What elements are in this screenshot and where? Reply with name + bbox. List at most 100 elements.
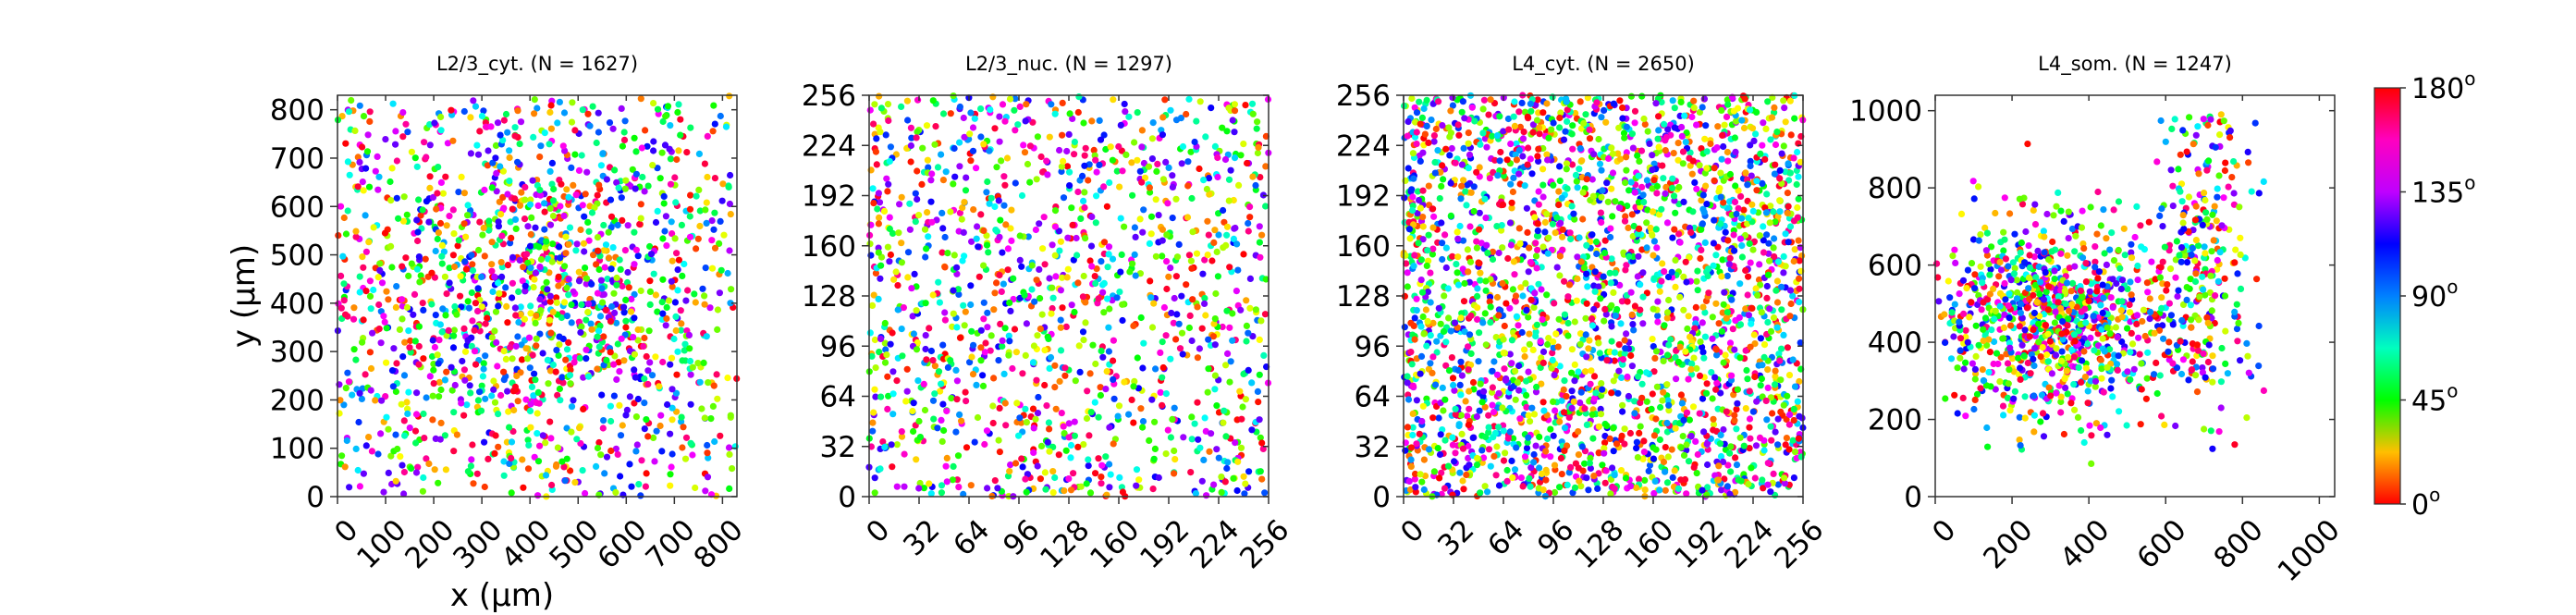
scatter-point [531, 276, 538, 283]
scatter-point [986, 147, 993, 154]
scatter-point [1476, 407, 1483, 414]
scatter-point [1200, 456, 1208, 463]
scatter-point [993, 164, 1000, 171]
scatter-point [631, 290, 638, 298]
scatter-point [932, 123, 939, 130]
scatter-point [1607, 225, 1614, 232]
scatter-point [411, 338, 419, 345]
scatter-point [913, 456, 920, 463]
scatter-point [343, 437, 350, 445]
scatter-point [893, 483, 901, 490]
scatter-points [865, 92, 1272, 500]
scatter-point [1159, 237, 1166, 244]
scatter-point [1685, 313, 1692, 320]
y-tick-label: 800 [270, 94, 325, 128]
scatter-point [484, 162, 492, 169]
scatter-point [692, 299, 699, 306]
scatter-point [1088, 263, 1096, 270]
scatter-point [425, 460, 433, 468]
scatter-point [469, 261, 476, 268]
scatter-point [1255, 143, 1262, 151]
scatter-point [940, 426, 948, 435]
scatter-point [1413, 440, 1420, 448]
scatter-point [872, 393, 879, 400]
scatter-point [925, 164, 932, 171]
scatter-point [1262, 163, 1270, 170]
scatter-point [1549, 350, 1556, 357]
scatter-point [549, 308, 557, 315]
scatter-point [359, 253, 366, 261]
scatter-point [1479, 319, 1487, 326]
scatter-point [1489, 367, 1496, 375]
scatter-point [1001, 325, 1009, 332]
scatter-point [554, 444, 562, 451]
plot-frame [337, 94, 738, 498]
scatter-point [1655, 211, 1663, 218]
scatter-point [1034, 332, 1041, 339]
scatter-point [1109, 255, 1117, 263]
scatter-point [1460, 144, 1467, 152]
scatter-point [393, 194, 400, 202]
scatter-point [1719, 309, 1726, 316]
scatter-point [1211, 315, 1219, 323]
scatter-point [1134, 156, 1141, 164]
scatter-point [1493, 443, 1501, 450]
scatter-point [1700, 428, 1708, 436]
scatter-point [340, 401, 348, 409]
scatter-point [393, 360, 400, 367]
scatter-point [1497, 148, 1504, 156]
scatter-point [1764, 366, 1772, 374]
scatter-point [1222, 362, 1230, 369]
scatter-point [1566, 229, 1574, 237]
scatter-point [1507, 241, 1515, 249]
scatter-point [490, 377, 497, 385]
scatter-point [631, 314, 638, 322]
scatter-point [1784, 209, 1791, 216]
scatter-point [678, 221, 686, 228]
scatter-point [700, 359, 707, 366]
scatter-point [1431, 158, 1439, 166]
scatter-point [1512, 367, 1519, 375]
scatter-point [1569, 489, 1576, 497]
scatter-point [1024, 160, 1032, 168]
scatter-point [610, 361, 618, 368]
scatter-point [593, 139, 600, 147]
scatter-point [926, 480, 933, 487]
scatter-point [679, 357, 686, 364]
scatter-point [675, 147, 682, 154]
scatter-point [392, 387, 399, 396]
scatter-point [1565, 413, 1573, 421]
scatter-point [908, 134, 915, 141]
scatter-point [561, 263, 569, 270]
scatter-point [955, 290, 963, 298]
scatter-point [1528, 170, 1536, 178]
scatter-point [667, 180, 675, 188]
scatter-point [515, 288, 522, 295]
scatter-point [435, 479, 442, 486]
scatter-point [987, 106, 994, 114]
x-tick-label: 200 [399, 513, 460, 575]
scatter-point [556, 243, 563, 251]
scatter-point [1637, 306, 1644, 314]
scatter-point [951, 252, 958, 259]
scatter-point [672, 313, 680, 320]
scatter-point [567, 380, 574, 387]
scatter-point [350, 315, 358, 323]
scatter-point [398, 400, 405, 408]
scatter-point [1195, 436, 1202, 443]
scatter-point [1538, 380, 1545, 387]
scatter-point [1115, 402, 1123, 410]
scatter-point [1748, 464, 1755, 472]
scatter-point [1046, 133, 1053, 141]
scatter-point [1058, 410, 1065, 417]
scatter-point [671, 299, 680, 306]
scatter-point [557, 254, 564, 262]
scatter-point [709, 402, 718, 410]
scatter-point [1258, 231, 1266, 239]
scatter-point [441, 432, 448, 439]
scatter-point [558, 180, 565, 188]
scatter-point [1057, 287, 1064, 294]
scatter-point [1188, 413, 1196, 421]
scatter-point [1746, 240, 1753, 248]
scatter-point [1138, 143, 1146, 151]
